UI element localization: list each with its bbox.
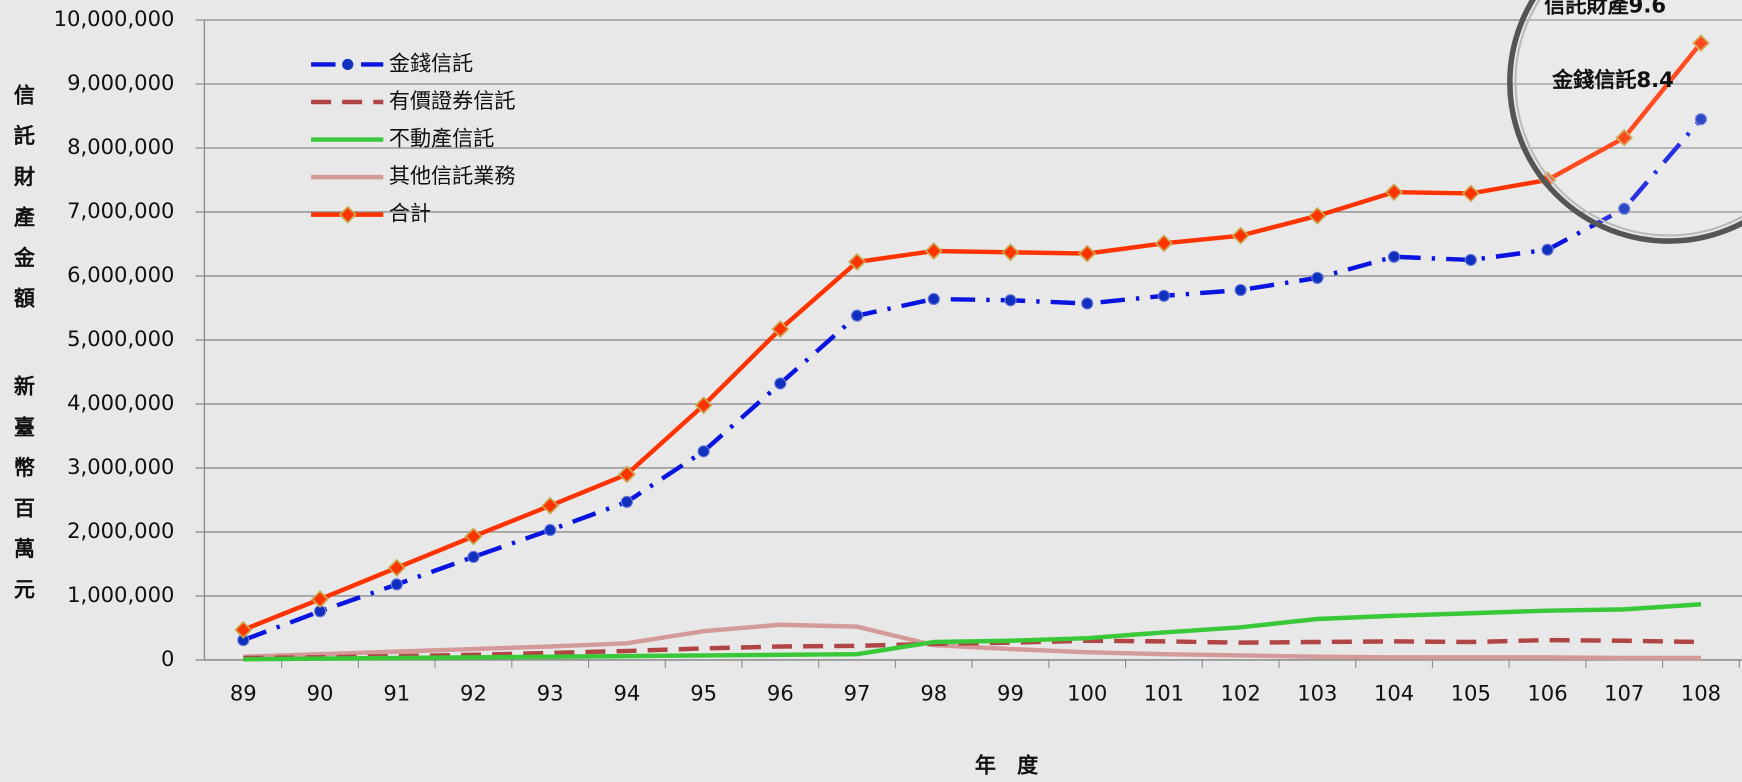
marker — [1387, 250, 1401, 263]
y-axis-title: 信託財產金額 — [13, 83, 36, 311]
marker — [1541, 243, 1554, 256]
x-tick-label: 99 — [997, 680, 1024, 705]
x-tick-label: 98 — [920, 680, 947, 705]
series-line — [242, 117, 1703, 643]
marker — [234, 620, 253, 639]
marker — [850, 309, 864, 322]
series-line — [242, 41, 1703, 632]
marker — [620, 495, 634, 508]
marker — [1154, 234, 1173, 253]
marker — [311, 590, 329, 609]
marker — [387, 558, 406, 577]
series-line — [243, 622, 1701, 661]
x-tick-label: 90 — [307, 680, 334, 705]
marker — [544, 523, 557, 537]
marker — [771, 320, 790, 339]
x-tick-label: 103 — [1297, 680, 1337, 705]
y-tick-label: 1,000,000 — [67, 582, 174, 607]
marker — [1691, 34, 1710, 52]
y-tick-label: 5,000,000 — [67, 326, 174, 351]
marker — [1615, 128, 1634, 147]
x-tick-label: 104 — [1374, 680, 1414, 705]
y-tick-label: 7,000,000 — [67, 198, 174, 223]
x-tick-label: 105 — [1451, 680, 1491, 705]
marker — [617, 465, 636, 484]
x-tick-label: 106 — [1527, 680, 1567, 705]
marker — [1078, 244, 1097, 263]
x-tick-label: 91 — [383, 680, 410, 705]
y-tick-label: 0 — [161, 646, 174, 671]
marker — [390, 578, 403, 591]
annotation: 金錢信託8.4 — [1551, 67, 1674, 92]
x-tick-label: 92 — [460, 680, 487, 705]
x-tick-label: 93 — [537, 680, 564, 705]
legend-label: 金錢信託 — [389, 50, 473, 75]
annotation: 信託財產9.6 — [1544, 0, 1666, 18]
x-tick-label: 89 — [230, 680, 257, 705]
marker — [1231, 226, 1250, 245]
series-line — [243, 602, 1702, 662]
marker — [697, 445, 710, 458]
marker — [927, 292, 940, 306]
legend-marker — [338, 205, 357, 224]
marker — [541, 496, 560, 515]
marker — [1234, 283, 1247, 297]
x-tick-label: 102 — [1221, 680, 1261, 705]
legend-label: 有價證券信託 — [389, 88, 516, 113]
y-tick-label: 6,000,000 — [67, 262, 174, 287]
marker — [1618, 202, 1631, 215]
y-tick-label: 10,000,000 — [54, 6, 175, 31]
marker — [774, 377, 787, 390]
marker — [1001, 243, 1020, 262]
marker — [1461, 184, 1480, 203]
x-tick-label: 94 — [613, 680, 640, 705]
x-tick-label: 96 — [767, 680, 794, 705]
marker — [1081, 297, 1094, 310]
magnifier — [1507, 0, 1742, 244]
marker — [1385, 183, 1404, 202]
legend-label: 不動產信託 — [389, 126, 494, 151]
y-tick-label: 4,000,000 — [67, 390, 174, 415]
legend-label: 其他信託業務 — [389, 163, 516, 188]
y-tick-label: 8,000,000 — [67, 134, 174, 159]
marker — [1311, 271, 1324, 285]
x-tick-label: 101 — [1144, 680, 1184, 705]
marker — [464, 527, 483, 546]
x-tick-label: 108 — [1681, 680, 1721, 705]
plot: 0 1,000,000 2,000,000 3,000,000 4,000,000 5,0… — [13, 0, 1742, 778]
y-tick-label: 2,000,000 — [67, 518, 174, 543]
x-tick-label: 95 — [690, 680, 717, 705]
marker — [1308, 206, 1327, 225]
y-tick-label: 3,000,000 — [67, 454, 174, 479]
marker — [1694, 113, 1708, 126]
marker — [467, 550, 480, 564]
marker — [1004, 294, 1017, 307]
marker — [694, 396, 713, 415]
x-axis-title: 年 度 — [975, 753, 1039, 778]
x-tick-label: 100 — [1067, 680, 1107, 705]
marker — [1464, 253, 1477, 267]
marker — [924, 242, 943, 260]
marker — [848, 252, 867, 271]
x-tick-label: 107 — [1604, 680, 1644, 705]
marker — [1157, 289, 1171, 302]
magnifier-rim — [1514, 0, 1742, 237]
legend-marker — [342, 58, 354, 70]
y-tick-label: 9,000,000 — [67, 70, 174, 95]
legend-label: 合計 — [389, 201, 431, 226]
x-tick-label: 97 — [844, 680, 871, 705]
y-axis-title: 新臺幣百萬元 — [14, 374, 35, 602]
